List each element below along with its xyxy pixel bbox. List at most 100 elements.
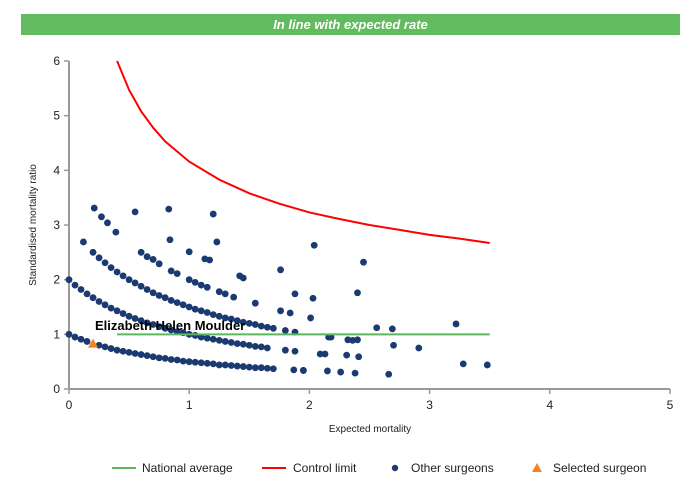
selected-surgeon-point [88,338,99,348]
surgeon-point [251,321,259,328]
surgeon-point [201,255,209,263]
surgeon-point [245,341,253,349]
y-tick-label: 6 [53,54,60,68]
surgeon-point [233,362,241,370]
surgeon-point [215,288,223,296]
surgeon-point [155,260,163,268]
surgeon-point [209,311,217,319]
surgeon-point [191,332,199,339]
surgeon-point [281,327,289,334]
y-tick-label: 2 [53,273,60,287]
surgeon-point [245,320,253,327]
surgeon-point [137,351,145,358]
surgeon-point [277,307,284,315]
surgeon-point [251,342,259,350]
surgeon-point [104,219,111,227]
surgeon-point [125,312,133,320]
surgeon-point [89,248,97,256]
surgeon-point [291,347,299,355]
surgeon-point [415,344,423,352]
surgeon-point [483,361,491,369]
surgeon-point [71,333,79,341]
surgeon-point [343,351,351,359]
surgeon-point [263,323,271,331]
surgeon-point [143,352,151,360]
surgeon-point [221,338,229,345]
surgeon-point [355,353,363,361]
surgeon-point [113,268,121,276]
surgeon-point [185,276,193,284]
surgeon-point [373,324,381,332]
legend-selected-surgeon-label: Selected surgeon [553,461,646,475]
surgeon-point [161,354,169,362]
surgeon-point [155,354,163,362]
surgeon-point [203,309,211,316]
surgeon-point [143,253,151,261]
surgeon-point [307,314,315,322]
surgeon-point [77,335,85,343]
legend-other-surgeons-label: Other surgeons [411,461,494,475]
surgeon-point [197,333,205,341]
surgeon-point [65,276,73,284]
surgeon-point [167,297,175,304]
surgeon-point [263,344,271,352]
surgeon-point [227,339,235,346]
surgeon-point [137,248,145,256]
surgeon-point [230,293,238,301]
surgeon-point [324,367,331,375]
y-tick-label: 4 [53,163,60,177]
surgeon-point [185,358,193,366]
surgeon-point [233,317,241,325]
surgeon-point [165,205,173,213]
surgeon-point [137,317,145,325]
surgeon-point [119,310,127,317]
status-banner: In line with expected rate [21,14,680,35]
surgeon-point [291,290,299,298]
surgeon-point [80,238,87,246]
surgeon-point [233,340,241,348]
y-tick-label: 1 [53,327,60,341]
y-tick-label: 3 [53,218,60,232]
x-tick-label: 2 [306,398,313,412]
x-axis-label: Expected mortality [329,424,411,435]
surgeon-point [209,210,217,218]
selected-surgeon-label: Elizabeth Helen Moulder [95,318,245,333]
surgeon-point [125,348,133,356]
surgeon-point [77,286,85,293]
plot-marks [65,60,491,378]
surgeon-point [221,314,229,322]
surgeon-point [197,307,205,315]
surgeon-point [316,350,324,358]
surgeon-point [286,309,294,317]
surgeon-point [173,299,181,307]
surgeon-point [149,321,157,328]
surgeon-point [113,307,121,315]
legend-control-limit-label: Control limit [293,461,357,475]
surgeon-point [349,336,357,344]
surgeon-point [149,353,157,361]
surgeon-point [125,276,133,284]
surgeon-point [185,248,193,256]
legend: National average Control limit Other surge… [112,461,646,475]
surgeon-point [131,315,139,322]
surgeon-point [257,322,265,330]
surgeon-point [173,356,181,364]
legend-other-surgeons-marker [391,464,399,472]
surgeon-point [239,274,247,282]
surgeon-point [203,359,211,367]
surgeon-point [452,320,460,328]
surgeon-point [209,360,217,368]
surgeon-point [179,301,187,309]
surgeon-point [167,267,175,275]
surgeon-point [385,370,393,378]
surgeon-point [149,256,157,263]
surgeon-point [83,338,91,345]
x-tick-label: 3 [426,398,433,412]
surgeon-point [185,303,193,311]
surgeon-point [281,346,289,354]
surgeon-point [245,363,253,371]
surgeon-point [101,343,109,351]
surgeon-point [137,282,145,290]
surgeon-point [215,336,223,344]
surgeon-point [143,286,151,293]
